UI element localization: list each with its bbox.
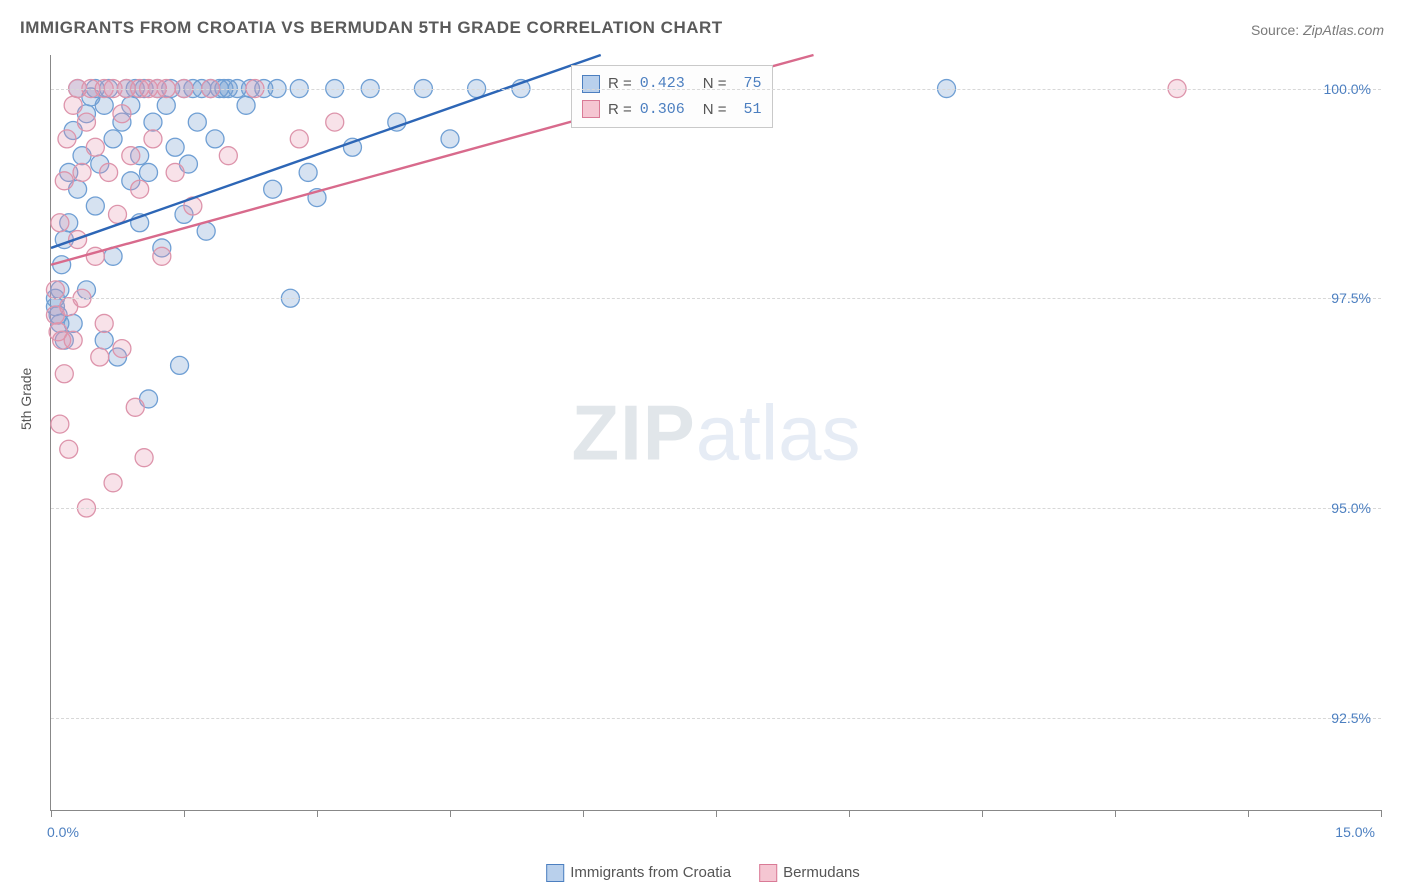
- y-tick-label: 100.0%: [1324, 81, 1371, 97]
- legend-swatch: [759, 864, 777, 882]
- data-point: [64, 331, 82, 349]
- y-tick-label: 92.5%: [1331, 710, 1371, 726]
- data-point: [86, 197, 104, 215]
- data-point: [140, 163, 158, 181]
- data-point: [91, 348, 109, 366]
- data-point: [109, 205, 127, 223]
- x-tick: [982, 810, 983, 817]
- data-point: [144, 130, 162, 148]
- stat-n-label: N =: [703, 71, 727, 97]
- x-tick: [1115, 810, 1116, 817]
- stat-n-value: 75: [735, 71, 762, 97]
- data-point: [144, 113, 162, 131]
- data-point: [299, 163, 317, 181]
- chart-title: IMMIGRANTS FROM CROATIA VS BERMUDAN 5TH …: [20, 18, 723, 38]
- data-point: [166, 138, 184, 156]
- data-point: [206, 130, 224, 148]
- gridline: [51, 298, 1381, 299]
- x-tick: [849, 810, 850, 817]
- legend-item: Immigrants from Croatia: [546, 864, 731, 882]
- data-point: [219, 147, 237, 165]
- gridline: [51, 718, 1381, 719]
- data-point: [100, 163, 118, 181]
- stat-n-value: 51: [735, 97, 762, 123]
- gridline: [51, 508, 1381, 509]
- y-tick-label: 95.0%: [1331, 500, 1371, 516]
- data-point: [188, 113, 206, 131]
- stat-r-label: R =: [608, 97, 632, 123]
- data-point: [95, 314, 113, 332]
- data-point: [171, 356, 189, 374]
- stat-n-label: N =: [703, 97, 727, 123]
- source-attribution: Source: ZipAtlas.com: [1251, 22, 1384, 38]
- data-point: [113, 105, 131, 123]
- x-axis-min-label: 0.0%: [47, 824, 79, 840]
- x-tick: [184, 810, 185, 817]
- data-point: [95, 96, 113, 114]
- x-axis-max-label: 15.0%: [1335, 824, 1375, 840]
- x-tick: [450, 810, 451, 817]
- stats-legend-box: R = 0.423 N = 75 R = 0.306 N = 51: [571, 65, 773, 128]
- data-point: [55, 365, 73, 383]
- data-point: [51, 214, 69, 232]
- data-point: [95, 331, 113, 349]
- stats-row: R = 0.423 N = 75: [582, 71, 762, 97]
- gridline: [51, 89, 1381, 90]
- y-axis-label: 5th Grade: [18, 368, 34, 430]
- x-tick: [51, 810, 52, 817]
- legend-label: Bermudans: [783, 864, 860, 881]
- data-point: [60, 440, 78, 458]
- x-tick: [583, 810, 584, 817]
- data-point: [51, 415, 69, 433]
- data-point: [55, 172, 73, 190]
- legend-swatch: [546, 864, 564, 882]
- legend-swatch: [582, 75, 600, 93]
- data-point: [326, 113, 344, 131]
- stats-row: R = 0.306 N = 51: [582, 97, 762, 123]
- data-point: [153, 247, 171, 265]
- data-point: [64, 96, 82, 114]
- data-point: [264, 180, 282, 198]
- data-point: [131, 180, 149, 198]
- data-point: [46, 281, 64, 299]
- source-label: Source:: [1251, 22, 1299, 38]
- data-point: [290, 130, 308, 148]
- data-point: [237, 96, 255, 114]
- legend-label: Immigrants from Croatia: [570, 864, 731, 881]
- x-tick: [716, 810, 717, 817]
- data-point: [73, 163, 91, 181]
- data-point: [113, 340, 131, 358]
- stat-r-label: R =: [608, 71, 632, 97]
- chart-svg: [51, 55, 1381, 810]
- x-tick: [1248, 810, 1249, 817]
- x-tick: [1381, 810, 1382, 817]
- data-point: [77, 113, 95, 131]
- y-tick-label: 97.5%: [1331, 290, 1371, 306]
- legend-item: Bermudans: [759, 864, 860, 882]
- x-tick: [317, 810, 318, 817]
- stat-r-value: 0.423: [640, 71, 685, 97]
- data-point: [166, 163, 184, 181]
- legend-swatch: [582, 100, 600, 118]
- data-point: [86, 138, 104, 156]
- data-point: [135, 449, 153, 467]
- data-point: [157, 96, 175, 114]
- data-point: [104, 474, 122, 492]
- data-point: [122, 147, 140, 165]
- stat-r-value: 0.306: [640, 97, 685, 123]
- data-point: [104, 130, 122, 148]
- plot-area: ZIPatlas R =0.423N = 75R =0.306N = 51 0.…: [50, 55, 1381, 811]
- data-point: [126, 398, 144, 416]
- data-point: [441, 130, 459, 148]
- source-value: ZipAtlas.com: [1303, 22, 1384, 38]
- data-point: [58, 130, 76, 148]
- bottom-legend: Immigrants from Croatia Bermudans: [546, 864, 860, 882]
